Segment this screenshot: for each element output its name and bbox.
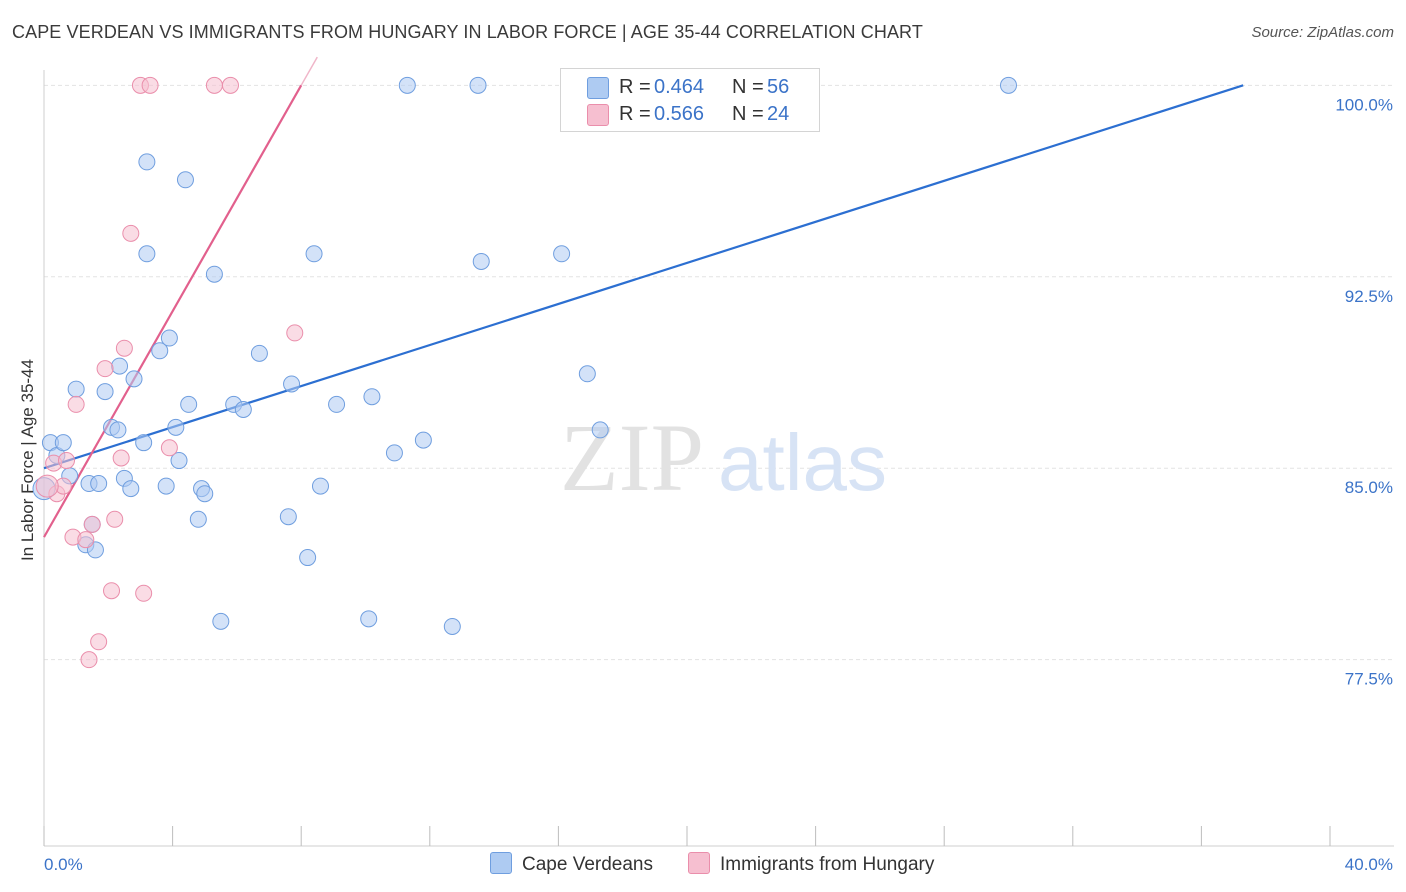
y-tick-label: 85.0% <box>1345 478 1393 497</box>
cape-verdean-point <box>578 365 596 383</box>
cape-verdean-point <box>160 329 178 347</box>
legend-n-value: 24 <box>767 103 790 125</box>
hungary-point <box>106 510 124 528</box>
hungary-point <box>90 633 108 651</box>
y-tick-label: 100.0% <box>1335 95 1393 114</box>
cape-verdean-point <box>138 245 156 263</box>
hungary-point <box>67 395 85 413</box>
hungary-point <box>160 439 178 457</box>
legend-n-label: N = <box>732 103 764 125</box>
cape-verdean-point <box>151 342 169 360</box>
cape-verdean-point <box>1000 76 1017 94</box>
y-tick-label: 77.5% <box>1345 670 1393 689</box>
bottom-legend-swatch-pink <box>688 852 710 874</box>
cape-verdean-point <box>469 76 487 94</box>
hungary-point <box>205 76 223 94</box>
cape-verdean-point <box>54 434 72 452</box>
cape-verdean-point <box>385 444 403 462</box>
cape-verdean-point <box>90 475 108 493</box>
x-tick-label: 0.0% <box>44 855 83 874</box>
watermark-zip: ZIP <box>560 404 704 511</box>
hungary-point <box>135 584 153 602</box>
cape-verdean-point <box>125 370 143 388</box>
grid-lines <box>44 84 1394 661</box>
y-tick-label: 92.5% <box>1345 287 1393 306</box>
hungary-trend-extension <box>300 56 318 86</box>
legend-r-label: R = <box>619 76 651 98</box>
hungary-trend-line <box>43 84 303 538</box>
bottom-legend-swatch-blue <box>490 852 512 874</box>
cape-verdean-point <box>212 612 230 630</box>
legend-box: R = 0.464 N = 56 R = 0.566 N = 24 <box>560 68 820 132</box>
cape-verdean-point <box>311 477 329 495</box>
legend-n-value: 56 <box>767 76 790 98</box>
cape-verdean-point <box>299 549 317 567</box>
cape-verdean-point <box>398 76 416 94</box>
cape-verdean-point <box>360 610 378 628</box>
cape-verdean-point <box>283 375 301 393</box>
legend-r-value: 0.464 <box>654 76 705 98</box>
cape-verdean-point <box>328 395 346 413</box>
hungary-point <box>58 452 76 470</box>
axes <box>43 70 1394 847</box>
legend-r-label: R = <box>619 103 651 125</box>
bottom-legend-label: Immigrants from Hungary <box>720 854 935 875</box>
hungary-point <box>96 360 114 378</box>
bottom-legend-hungary: Immigrants from Hungary <box>688 852 934 876</box>
legend-swatch-blue <box>587 77 609 99</box>
hungary-point <box>103 582 121 600</box>
cape-verdean-point <box>96 383 114 401</box>
tick-labels: 100.0% 92.5% 85.0% 77.5% 0.0% 40.0% <box>44 95 1393 874</box>
cape-verdean-point <box>363 388 381 406</box>
cape-verdean-point <box>443 617 461 635</box>
cape-verdean-point <box>250 344 268 362</box>
cape-verdean-point <box>176 171 194 189</box>
watermark-atlas: atlas <box>718 418 887 507</box>
data-points <box>32 76 1017 669</box>
legend-n-label: N = <box>732 76 764 98</box>
cape-verdean-point <box>67 380 85 398</box>
cape-verdean-point <box>180 395 198 413</box>
bottom-legend-cape-verdeans: Cape Verdeans <box>490 852 653 876</box>
cape-verdean-point <box>111 357 129 375</box>
hungary-point <box>141 76 159 94</box>
cape-verdean-point <box>472 252 490 270</box>
hungary-point <box>112 449 130 467</box>
source-label: Source: ZipAtlas.com <box>1251 24 1394 41</box>
cape-verdean-point <box>553 245 571 263</box>
legend-r-value: 0.566 <box>654 103 705 125</box>
cape-verdean-point <box>414 431 432 449</box>
hungary-point <box>286 324 304 342</box>
cape-verdean-point <box>170 452 188 470</box>
hungary-point <box>115 339 133 357</box>
x-tick-label: 40.0% <box>1345 855 1393 874</box>
cape-verdean-point <box>122 480 140 498</box>
hungary-point <box>35 474 59 498</box>
chart-title: CAPE VERDEAN VS IMMIGRANTS FROM HUNGARY … <box>12 22 923 42</box>
cape-verdean-point <box>305 245 323 263</box>
cape-verdean-point <box>109 421 127 439</box>
cape-verdean-point <box>167 418 185 436</box>
hungary-point <box>221 76 239 94</box>
hungary-point <box>83 515 101 533</box>
cape-verdean-point <box>138 153 156 171</box>
cape-verdean-point <box>234 401 252 418</box>
watermark: ZIP atlas <box>560 404 887 511</box>
legend-swatch-pink <box>587 104 609 126</box>
hungary-point <box>77 531 95 549</box>
cape-verdean-point <box>205 265 223 283</box>
bottom-legend-label: Cape Verdeans <box>522 854 653 875</box>
cape-verdean-point <box>157 477 175 495</box>
hungary-point <box>80 651 98 669</box>
cape-verdean-point <box>196 485 214 503</box>
cape-verdean-point <box>279 508 297 526</box>
cape-verdean-point <box>135 434 153 452</box>
y-axis-label: In Labor Force | Age 35-44 <box>18 359 37 561</box>
cape-verdean-point <box>591 421 609 439</box>
cape-verdean-point <box>189 510 207 528</box>
hungary-point <box>122 224 140 242</box>
